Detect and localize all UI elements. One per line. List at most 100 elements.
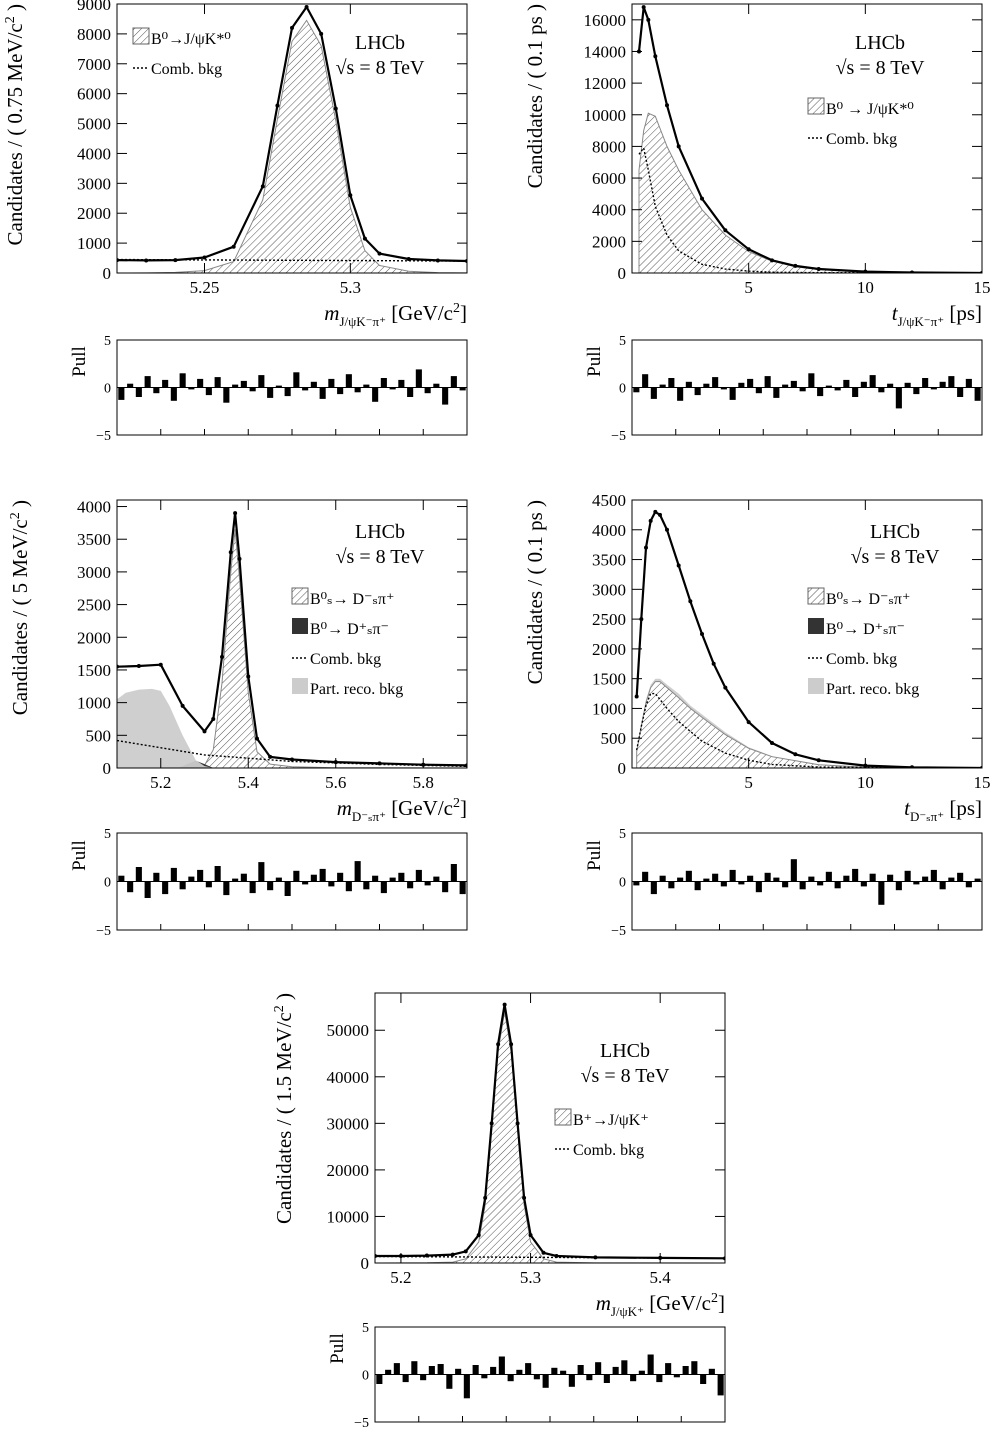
legend-item: B⁰ₛ→ D⁻ₛπ⁺ xyxy=(807,587,910,608)
data-point xyxy=(290,757,294,762)
plot-area xyxy=(637,5,982,273)
data-point xyxy=(688,599,693,604)
pull-bar xyxy=(542,1374,549,1388)
pull-bar xyxy=(442,881,449,893)
pull-bar xyxy=(755,881,762,893)
y-tick-label: 1000 xyxy=(77,694,111,713)
energy-label: √s = 8 TeV xyxy=(336,546,425,568)
pull-bar xyxy=(773,387,780,398)
data-point xyxy=(646,17,651,22)
pull-bar xyxy=(939,381,946,388)
pull-bar xyxy=(703,878,710,882)
data-point xyxy=(211,716,216,721)
pull-bar xyxy=(428,1366,435,1375)
pull-panel: 5 0 −5 Pull xyxy=(584,827,983,939)
pull-bar xyxy=(685,381,692,388)
pull-bar xyxy=(551,1367,558,1375)
legend-label: Part. reco. bkg xyxy=(826,681,919,698)
data-point xyxy=(770,740,774,745)
pull-bar xyxy=(389,387,396,390)
data-point xyxy=(268,754,273,759)
pull-bar xyxy=(398,379,405,388)
plot-area xyxy=(634,509,982,768)
pull-bar xyxy=(411,1361,418,1375)
pull-bar xyxy=(586,1374,593,1381)
series-fit-total xyxy=(375,1003,725,1260)
pull-y-tick-label: 5 xyxy=(619,334,626,349)
x-axis-label: tD⁻ₛπ⁺ [ps] xyxy=(904,796,982,824)
data-point xyxy=(260,184,265,189)
data-point xyxy=(237,556,242,561)
pull-bar xyxy=(310,874,317,882)
pull-bar xyxy=(668,881,675,889)
y-tick-label: 0 xyxy=(361,1254,370,1273)
pull-bar xyxy=(214,866,221,882)
legend-item: Part. reco. bkg xyxy=(808,678,919,698)
pull-bar xyxy=(694,387,701,396)
legend-label: B⁺→J/ψK⁺ xyxy=(573,1112,649,1129)
y-tick-label: 4000 xyxy=(77,144,111,163)
pull-bar xyxy=(240,873,247,882)
pull-bar xyxy=(249,387,256,392)
data-point xyxy=(290,25,294,30)
pull-bar xyxy=(197,869,204,882)
pull-axis-label: Pull xyxy=(584,840,605,871)
data-point xyxy=(711,661,716,666)
series-comb-bkg xyxy=(635,692,982,768)
pull-bar xyxy=(939,881,946,890)
pull-bar xyxy=(974,878,981,882)
pull-y-tick-label: 0 xyxy=(619,382,626,397)
y-tick-label: 5000 xyxy=(77,115,111,134)
x-tick-label: 5 xyxy=(744,773,753,792)
data-point xyxy=(489,1121,494,1126)
y-tick-label: 4500 xyxy=(592,491,626,510)
pull-bar xyxy=(267,387,274,398)
pull-bar xyxy=(345,374,352,388)
x-tick-label: 5.4 xyxy=(238,773,260,792)
data-point xyxy=(910,270,914,273)
pull-bar xyxy=(659,875,666,882)
data-point xyxy=(406,256,411,261)
y-tick-label: 3000 xyxy=(77,563,111,582)
legend-item: Comb. bkg xyxy=(292,651,381,668)
y-tick-label: 50000 xyxy=(327,1021,370,1040)
data-point xyxy=(700,196,704,201)
pull-y-tick-label: −5 xyxy=(611,924,626,939)
y-tick-label: 0 xyxy=(103,264,112,283)
pull-bar xyxy=(738,382,745,388)
pull-bar xyxy=(179,881,186,890)
legend-item: B⁰ₛ→ D⁻ₛπ⁺ xyxy=(291,587,394,608)
pull-bar xyxy=(450,864,457,882)
legend-item: Comb. bkg xyxy=(808,131,897,148)
plot-frame xyxy=(116,499,468,769)
pull-bar xyxy=(922,876,929,882)
data-point xyxy=(676,563,681,568)
pull-panel: 5 0 −5 Pull xyxy=(584,334,983,444)
pull-bar xyxy=(869,375,876,388)
pull-bar xyxy=(708,1368,715,1375)
pull-bar xyxy=(595,1362,602,1375)
pull-bar xyxy=(162,881,169,895)
legend-label: Comb. bkg xyxy=(151,61,222,78)
pull-bar xyxy=(957,387,964,397)
pull-bar xyxy=(258,862,265,882)
pull-bar xyxy=(887,874,894,882)
plot-area xyxy=(117,511,467,768)
y-tick-label: 9000 xyxy=(77,0,111,14)
data-point xyxy=(220,654,224,659)
pull-bar xyxy=(843,379,850,388)
data-point xyxy=(676,144,681,149)
data-point xyxy=(816,267,821,272)
pull-bar xyxy=(135,867,142,882)
pull-bar xyxy=(407,387,414,397)
pull-bar xyxy=(144,376,151,388)
pull-bar xyxy=(328,881,335,887)
data-point xyxy=(648,518,653,523)
legend-item: Part. reco. bkg xyxy=(292,678,403,698)
y-tick-label: 40000 xyxy=(327,1068,370,1087)
pull-y-tick-label: 5 xyxy=(362,1321,369,1336)
y-tick-label: 7000 xyxy=(77,55,111,74)
legend-item: Comb. bkg xyxy=(808,651,897,668)
y-tick-label: 20000 xyxy=(327,1161,370,1180)
series-grey-4 xyxy=(117,688,214,768)
